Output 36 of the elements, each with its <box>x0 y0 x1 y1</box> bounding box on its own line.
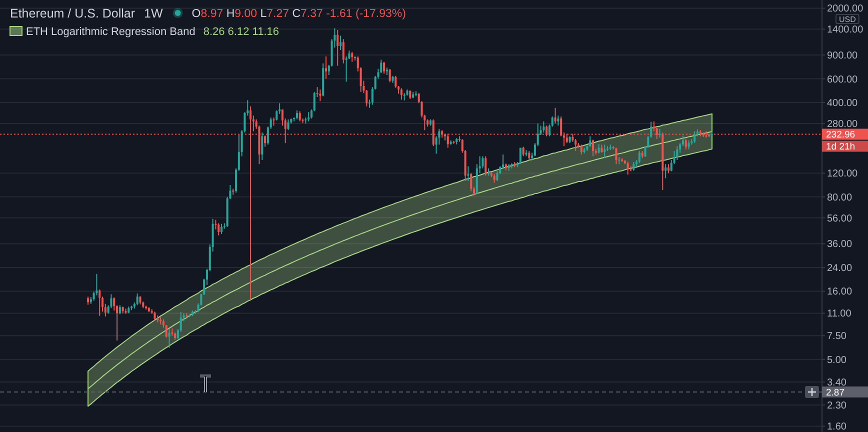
candlestick <box>168 329 170 348</box>
y-tick-label: 5.00 <box>827 354 847 366</box>
y-tick-label: 120.00 <box>827 168 858 180</box>
candlestick <box>510 163 513 168</box>
y-tick-label: 3.40 <box>827 378 847 389</box>
y-tick-label: 280.00 <box>827 118 858 130</box>
y-tick-label: 80.00 <box>827 192 852 204</box>
y-axis-title: USD <box>839 14 856 24</box>
y-tick-label: 1400.00 <box>827 24 864 36</box>
candlestick <box>525 150 528 156</box>
y-tick-label: 600.00 <box>827 74 858 86</box>
y-tick-label: 7.50 <box>827 331 847 342</box>
ref-line-label: 232.96 <box>826 130 856 141</box>
candlestick <box>467 166 470 181</box>
annotation: O8.97 H9.00 L7.27 C7.37 -1.61 (-17.93%) <box>192 8 406 20</box>
annotation: 8.26 6.12 11.16 <box>203 26 280 38</box>
y-tick-label: 900.00 <box>827 50 858 62</box>
y-tick-label: 400.00 <box>827 98 858 110</box>
y-tick-label: 1.60 <box>827 422 847 432</box>
y-tick-label: 2.30 <box>827 400 847 412</box>
text: 1W <box>144 6 163 20</box>
candlestick <box>414 91 417 96</box>
text: 1d 21h <box>826 142 856 153</box>
legend-label: ETH Logarithmic Regression Band <box>26 26 196 38</box>
y-tick-label: 11.00 <box>827 308 852 320</box>
y-tick-label: 16.00 <box>827 286 852 298</box>
text: Ethereum / U.S. Dollar <box>10 6 136 20</box>
candlestick <box>272 117 275 126</box>
y-tick-label: 2000.00 <box>827 4 864 15</box>
y-tick-label: 24.00 <box>827 262 852 274</box>
candlestick <box>316 87 318 97</box>
candlestick <box>658 128 661 138</box>
ref-line-label: 2.87 <box>826 387 844 398</box>
candlestick <box>403 93 406 100</box>
y-tick-label: 36.00 <box>827 239 852 250</box>
y-tick-label: 56.00 <box>827 213 852 224</box>
